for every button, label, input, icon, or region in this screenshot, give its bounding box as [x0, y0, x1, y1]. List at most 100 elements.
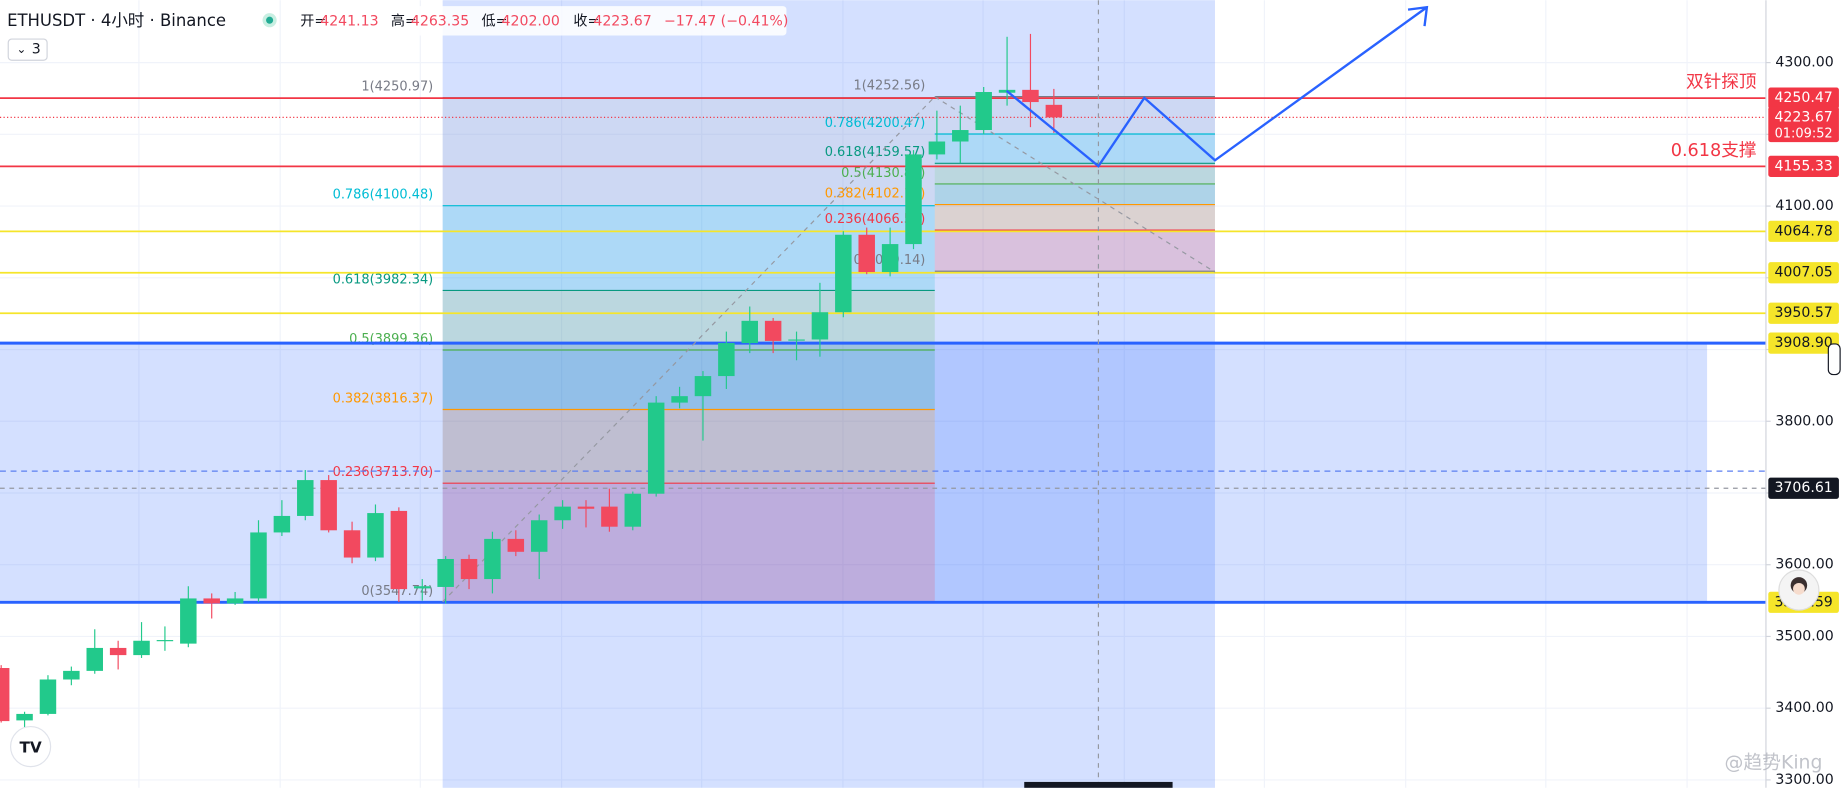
ohlc-name: 低=	[482, 13, 508, 29]
fib-label: 0.236(3713.70)	[333, 465, 434, 480]
fib-label: 0.382(3816.37)	[333, 391, 434, 406]
fib-band	[442, 290, 935, 350]
candle-body	[484, 538, 501, 580]
logo: TV	[19, 738, 41, 756]
forecast-path	[1005, 5, 1429, 168]
candle-body	[1045, 104, 1063, 118]
price-levels	[0, 97, 1846, 604]
candles	[0, 33, 1063, 730]
fib-label: 0.786(4200.47)	[825, 116, 926, 131]
price-tag	[1768, 220, 1839, 242]
price-tag	[1768, 262, 1839, 284]
candle-body	[250, 532, 267, 599]
candle-body	[718, 343, 735, 377]
y-tick-label: 3800.00	[1775, 413, 1833, 429]
chevron: ⌄	[16, 42, 26, 56]
fib-label: 0.236(4066.58)	[825, 212, 926, 227]
candle-body	[881, 244, 899, 273]
candle-body	[16, 713, 33, 721]
countdown: 01:09:52	[1775, 126, 1833, 141]
ohlc-name: 收=	[573, 13, 599, 29]
candle-body	[39, 679, 57, 714]
ohlc-value: 4241.13	[320, 13, 378, 29]
candle-body	[788, 339, 805, 341]
forecast-line	[1005, 6, 1428, 168]
fib-label: 1(4250.97)	[361, 80, 433, 95]
candle-body	[764, 320, 782, 341]
candle-body	[437, 558, 454, 587]
ohlc-value: 4263.35	[411, 13, 469, 29]
fib-drawings: 1(4250.97) 0.786(4100.48) 0.618(3982.34) 0.…	[333, 79, 1215, 603]
price-tag	[1768, 106, 1839, 143]
zone	[0, 343, 1708, 603]
fib-band	[442, 483, 935, 603]
candle-body	[156, 640, 174, 642]
candle-body	[601, 506, 618, 527]
fib-band	[934, 204, 1215, 231]
price-tag-label: 4155.33	[1774, 158, 1832, 174]
price-tag-label: 4064.78	[1774, 223, 1832, 239]
symbol-title: ETHUSDT · 4小时 · Binance	[7, 11, 226, 30]
candle-body	[203, 598, 220, 604]
ohlc-value: 4223.67	[593, 13, 651, 29]
avatar-face	[1793, 582, 1805, 595]
fib-band	[934, 133, 1215, 164]
candle-body	[367, 513, 384, 558]
candle-body	[811, 312, 829, 340]
fib-label: 0.5(4130.85)	[841, 166, 925, 181]
price-tag-label: 3950.57	[1774, 305, 1832, 321]
candle-body	[297, 480, 314, 516]
ohlc-value: 4202.00	[502, 13, 560, 29]
ohlc-legend: 开=4241.13 高=4263.35 低=4202.00 收=4223.67 −17.…	[300, 12, 788, 29]
watermark: @趋势King	[1725, 752, 1823, 774]
annotation: 双针探顶	[1686, 72, 1757, 93]
candle-body	[647, 402, 665, 494]
fib-label: 0.618(3982.34)	[333, 272, 434, 287]
price-tag-label: 4250.47	[1774, 90, 1832, 106]
price-tag	[1768, 477, 1839, 499]
candle-body	[180, 598, 197, 644]
scroll-handle[interactable]	[1827, 343, 1841, 376]
candle-body	[0, 668, 10, 722]
ohlc-name: 开=	[300, 13, 326, 29]
candle-body	[858, 234, 875, 273]
price-tag-label: 3706.61	[1774, 480, 1832, 496]
candle-body	[554, 506, 571, 521]
candle-body	[226, 598, 244, 604]
fib-band	[934, 183, 1215, 205]
fib-band	[442, 349, 935, 410]
fib-band	[934, 230, 1215, 272]
candle-body	[507, 538, 525, 552]
y-tick-label: 3500.00	[1775, 628, 1833, 644]
candle-body	[905, 154, 922, 245]
annotation: 0.618支撑	[1671, 140, 1757, 161]
price-tag	[1768, 155, 1839, 177]
zone	[442, 0, 1215, 788]
y-tick-label: 4300.00	[1775, 55, 1833, 71]
fib-label: 0.5(3899.36)	[349, 332, 433, 347]
y-tick-label: 3400.00	[1775, 700, 1833, 716]
fib-band	[442, 97, 935, 206]
indicator-count: 3	[32, 42, 41, 58]
ohlc-name: 高=	[391, 12, 417, 29]
candle-body	[414, 586, 431, 589]
fib-label: 0.618(4159.57)	[825, 145, 926, 160]
candle-body	[577, 506, 595, 509]
candle-body	[975, 92, 992, 131]
fib-label: 0.382(4102.12)	[825, 186, 926, 201]
candle-body	[343, 530, 361, 558]
candle-body	[460, 558, 478, 580]
candle-body	[928, 141, 946, 155]
y-tick-label: 4100.00	[1775, 198, 1833, 214]
ohlc-bg	[294, 6, 787, 36]
indicator-toggle[interactable]	[7, 38, 48, 61]
scrollbar[interactable]	[1024, 781, 1173, 788]
price-tag-label: 4007.05	[1774, 265, 1832, 281]
arrow-head	[1407, 5, 1429, 27]
candle-body	[1022, 89, 1039, 103]
price-tag	[1768, 87, 1839, 109]
candle-body	[320, 480, 337, 531]
candle-body	[741, 320, 758, 344]
